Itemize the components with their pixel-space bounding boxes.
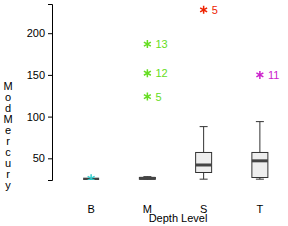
y-axis-title: ModMercury (3, 80, 12, 191)
outlier (144, 40, 151, 48)
y-axis-line (48, 5, 53, 181)
upper-whisker (203, 127, 204, 153)
x-tick: T (257, 203, 264, 215)
y-tick-mark (48, 75, 52, 76)
y-tick-mark (48, 158, 52, 159)
median (196, 163, 212, 166)
outlier (200, 6, 207, 14)
outlier-label: 5 (212, 4, 218, 16)
box (139, 177, 155, 179)
x-axis-title: Depth Level (149, 212, 208, 224)
x-tick-label: B (87, 203, 94, 215)
y-tick-label: 50 (33, 152, 45, 164)
y-tick: 50 (33, 152, 52, 164)
plot-area (83, 6, 268, 180)
outlier-label: 11 (268, 69, 279, 81)
outlier (256, 71, 263, 79)
box (252, 152, 268, 177)
outlier (144, 93, 151, 101)
upper-whisker (259, 122, 260, 153)
median (252, 159, 268, 162)
outlier-label: 13 (155, 38, 167, 50)
outlier (144, 69, 151, 77)
max-cap (256, 121, 264, 122)
y-tick: 150 (27, 69, 52, 81)
y-tick-label: 100 (27, 111, 45, 123)
x-tick: B (87, 203, 94, 215)
box (196, 152, 212, 172)
x-tick-label: T (257, 203, 264, 215)
y-tick-label: 200 (27, 27, 45, 39)
y-tick-mark (48, 33, 52, 34)
chart: 50100150200BMSTDepth LevelModMercury1312… (0, 0, 288, 226)
outlier-label: 5 (155, 91, 161, 103)
y-tick-label: 150 (27, 69, 45, 81)
outlier (88, 174, 95, 180)
y-tick-mark (48, 117, 52, 118)
outlier-labels: 13 12 5 5 11 (155, 4, 279, 103)
lower-whisker (203, 172, 204, 179)
outlier-label: 12 (155, 67, 167, 79)
y-axis: 50 100 150 200 (27, 5, 53, 181)
median (139, 177, 155, 180)
y-tick: 200 (27, 27, 52, 39)
min-cap (256, 179, 264, 180)
max-cap (200, 126, 208, 127)
y-tick: 100 (27, 111, 52, 123)
min-cap (200, 179, 208, 180)
